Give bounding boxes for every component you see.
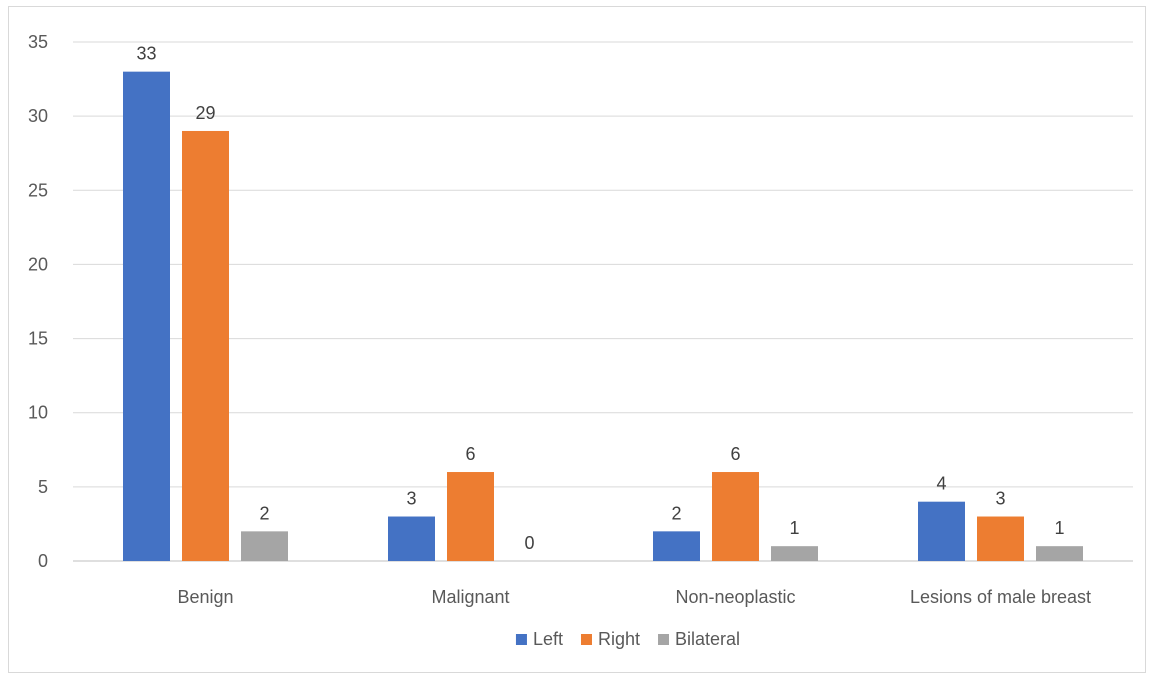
x-tick-label-malignant: Malignant	[431, 587, 509, 607]
data-label-lesions-of-male-breast-right: 3	[995, 489, 1005, 509]
data-label-benign-right: 29	[195, 103, 215, 123]
y-tick-label-20: 20	[28, 254, 48, 274]
bar-lesions-of-male-breast-bilateral	[1036, 546, 1083, 561]
legend: Left Right Bilateral	[515, 629, 740, 649]
bar-benign-right	[182, 130, 229, 561]
legend-swatch-left	[515, 634, 527, 645]
data-label-non-neoplastic-bilateral: 1	[789, 518, 799, 538]
y-tick-label-25: 25	[28, 180, 48, 200]
data-label-benign-bilateral: 2	[259, 503, 269, 523]
x-tick-label-non-neoplastic: Non-neoplastic	[675, 587, 795, 607]
y-tick-label-0: 0	[38, 551, 48, 571]
legend-swatch-bilateral	[658, 634, 670, 645]
data-label-lesions-of-male-breast-bilateral: 1	[1054, 518, 1064, 538]
legend-label-bilateral: Bilateral	[675, 629, 740, 649]
gridlines	[73, 41, 1133, 562]
y-tick-label-35: 35	[28, 32, 48, 52]
data-label-non-neoplastic-left: 2	[671, 503, 681, 523]
bar-lesions-of-male-breast-right	[977, 516, 1024, 561]
bar-benign-left	[123, 71, 170, 562]
bar-non-neoplastic-right	[712, 472, 759, 561]
bar-malignant-right	[447, 472, 494, 561]
legend-label-left: Left	[533, 629, 563, 649]
x-axis-category-labels: Benign Malignant Non-neoplastic Lesions of …	[177, 587, 1091, 607]
legend-swatch-right	[580, 634, 592, 645]
x-tick-label-lesions-of-male-breast: Lesions of male breast	[910, 587, 1091, 607]
data-label-malignant-bilateral: 0	[524, 533, 534, 553]
y-axis-tick-labels: 0 5 10 15 20 25 30 35	[28, 32, 48, 571]
y-tick-label-15: 15	[28, 329, 48, 349]
data-label-non-neoplastic-right: 6	[730, 444, 740, 464]
y-tick-label-5: 5	[38, 477, 48, 497]
bar-non-neoplastic-bilateral	[771, 546, 818, 561]
data-label-malignant-right: 6	[465, 444, 475, 464]
y-tick-label-10: 10	[28, 403, 48, 423]
bar-lesions-of-male-breast-left	[918, 501, 965, 561]
x-tick-label-benign: Benign	[177, 587, 233, 607]
bar-non-neoplastic-left	[653, 531, 700, 561]
data-label-lesions-of-male-breast-left: 4	[936, 474, 946, 494]
y-tick-label-30: 30	[28, 106, 48, 126]
data-label-malignant-left: 3	[406, 489, 416, 509]
data-labels: 33 29 2 3 6 0 2 6 1 4 3 1	[136, 44, 1064, 553]
data-label-benign-left: 33	[136, 44, 156, 64]
bar-benign-bilateral	[241, 531, 288, 561]
bar-malignant-left	[388, 516, 435, 561]
bars	[123, 71, 1083, 562]
legend-label-right: Right	[598, 629, 640, 649]
